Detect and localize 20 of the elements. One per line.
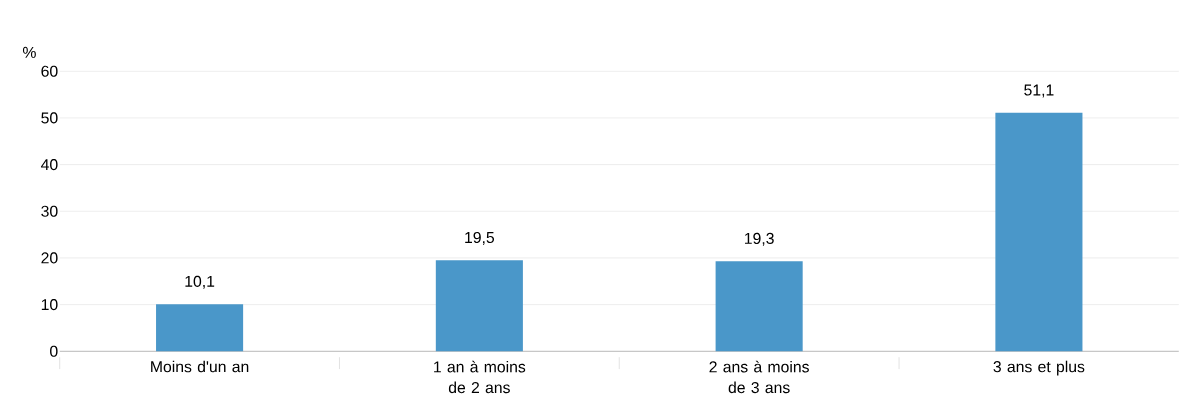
y-tick-label: 20 (41, 252, 58, 264)
bar (995, 112, 1083, 352)
y-tick-label: 60 (41, 65, 58, 78)
y-axis-title: % (22, 47, 36, 59)
bar (715, 261, 803, 352)
data-label: 19,3 (745, 233, 774, 247)
x-tick-label: 3 ans et plus (993, 360, 1085, 376)
y-tick-label: 0 (50, 345, 58, 358)
bar (435, 260, 523, 352)
y-tick-label: 40 (41, 159, 58, 171)
data-label: 19,5 (465, 232, 495, 246)
bar (156, 304, 244, 352)
x-tick-label: 2 ans à moins de 3 ans (709, 360, 809, 394)
x-tick-label: 1 an à moins de 2 ans (434, 360, 526, 394)
data-label: 51,1 (1024, 84, 1054, 98)
y-tick-label: 30 (41, 205, 58, 218)
data-label: 10,1 (185, 275, 215, 289)
x-tick-label: Moins d'un an (151, 360, 249, 373)
y-tick-label: 50 (41, 112, 58, 124)
y-tick-label: 10 (41, 299, 58, 311)
